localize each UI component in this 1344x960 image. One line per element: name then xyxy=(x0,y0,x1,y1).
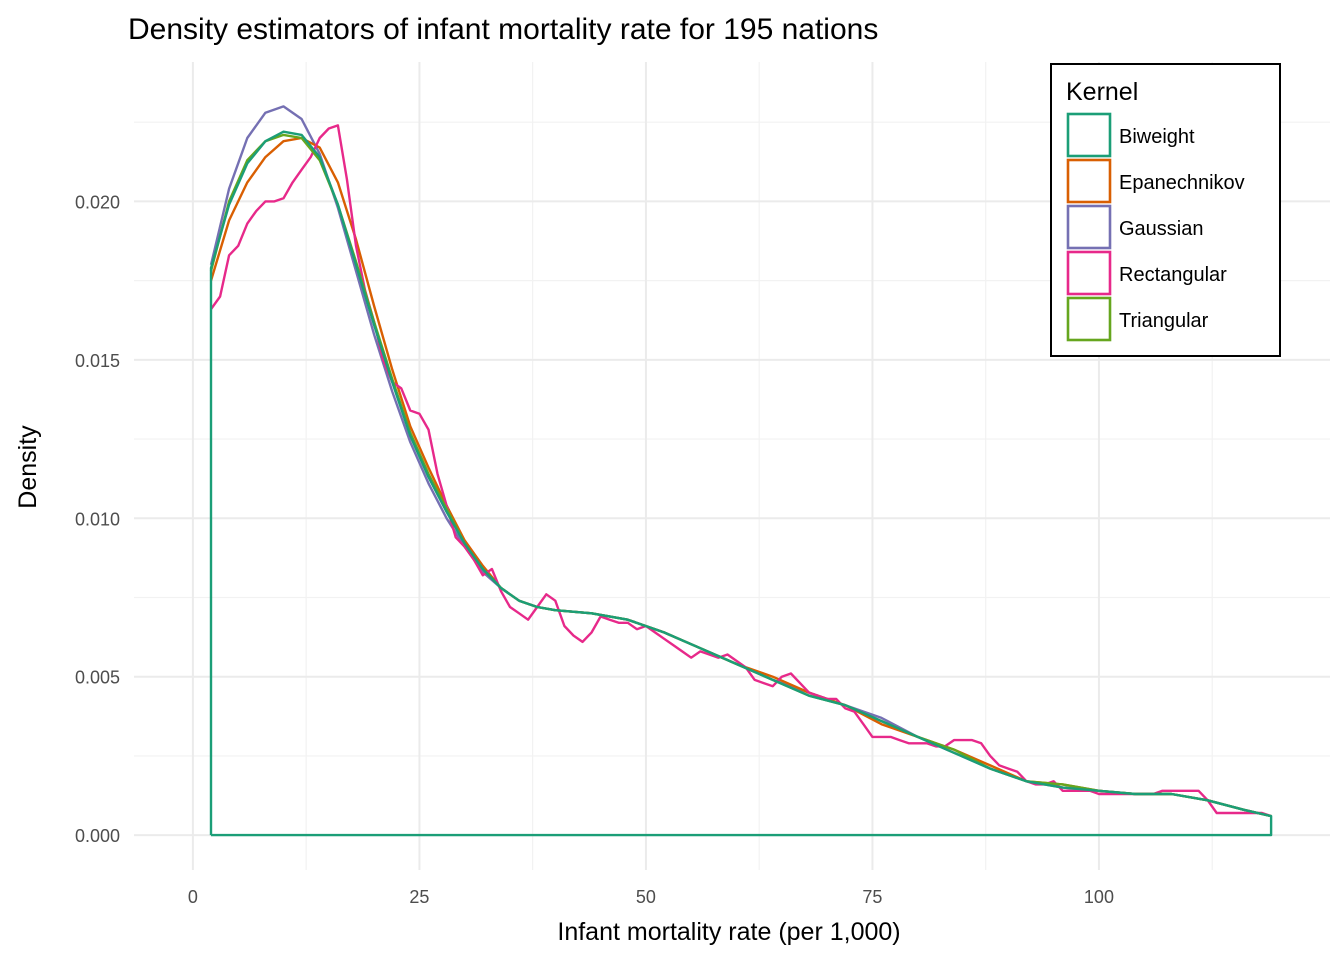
y-tick-label: 0.015 xyxy=(75,351,120,371)
y-tick-label: 0.010 xyxy=(75,509,120,529)
legend-key-triangular xyxy=(1066,296,1112,342)
x-tick-label: 50 xyxy=(636,887,656,907)
x-tick-label: 75 xyxy=(862,887,882,907)
legend-label-triangular: Triangular xyxy=(1119,310,1209,332)
y-axis-ticks: 0.000 0.005 0.010 0.015 0.020 xyxy=(75,192,120,846)
legend-label-epanechnikov: Epanechnikov xyxy=(1119,172,1245,194)
legend-label-biweight: Biweight xyxy=(1119,126,1195,148)
x-axis-label: Infant mortality rate (per 1,000) xyxy=(557,918,900,946)
y-tick-label: 0.005 xyxy=(75,668,120,688)
chart-title: Density estimators of infant mortality r… xyxy=(128,13,878,46)
x-axis-ticks: 0 25 50 75 100 xyxy=(188,887,1114,907)
series-line-biweight xyxy=(209,130,1273,837)
legend-title: Kernel xyxy=(1066,78,1138,106)
legend-key-gaussian xyxy=(1066,204,1112,250)
y-axis-label: Density xyxy=(14,425,42,509)
legend-key-epanechnikov xyxy=(1066,158,1112,204)
y-tick-label: 0.000 xyxy=(75,826,120,846)
legend-label-gaussian: Gaussian xyxy=(1119,218,1204,240)
series-layer xyxy=(209,105,1273,837)
legend-label-rectangular: Rectangular xyxy=(1119,264,1227,286)
x-tick-label: 100 xyxy=(1084,887,1114,907)
legend-items: Biweight Epanechnikov Gaussian Rectangular T… xyxy=(1066,112,1245,342)
legend-key-biweight xyxy=(1066,112,1112,158)
legend-key-rectangular xyxy=(1066,250,1112,296)
x-tick-label: 25 xyxy=(409,887,429,907)
x-tick-label: 0 xyxy=(188,887,198,907)
y-tick-label: 0.020 xyxy=(75,192,120,212)
legend: Kernel Biweight Epanechnikov Gaussian Recta… xyxy=(1050,63,1281,357)
